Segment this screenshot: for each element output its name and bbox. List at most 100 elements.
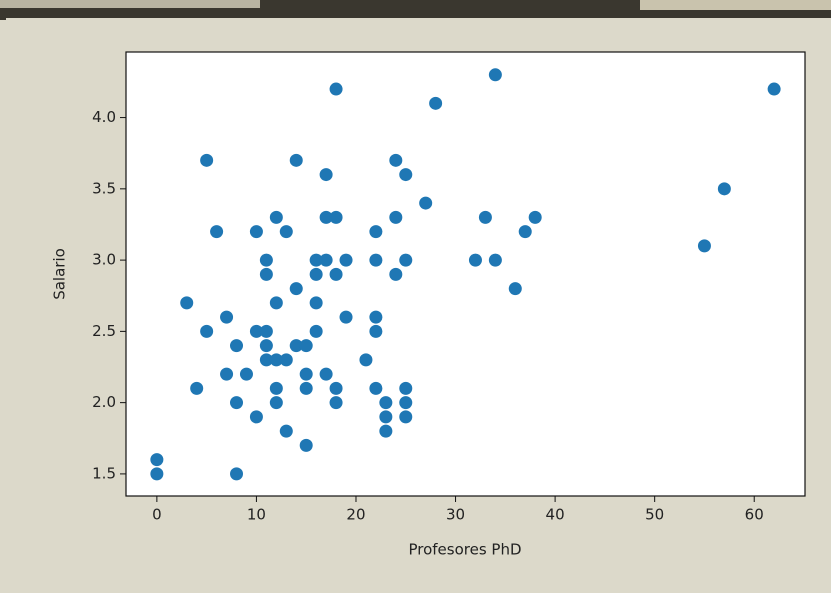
point bbox=[259, 267, 273, 281]
x-tick-label: 10 bbox=[247, 506, 266, 524]
x-axis-label: Profesores PhD bbox=[408, 541, 521, 559]
y-tick-label: 2.5 bbox=[92, 322, 116, 340]
point bbox=[339, 253, 353, 267]
point bbox=[230, 396, 244, 410]
point bbox=[259, 339, 273, 353]
y-tick-label: 4.0 bbox=[92, 108, 116, 126]
point bbox=[389, 153, 403, 167]
point bbox=[399, 168, 413, 182]
point bbox=[697, 239, 711, 253]
point bbox=[329, 396, 343, 410]
point bbox=[389, 267, 403, 281]
point bbox=[319, 210, 333, 224]
point bbox=[279, 225, 293, 239]
point bbox=[269, 296, 283, 310]
point bbox=[468, 253, 482, 267]
point bbox=[389, 210, 403, 224]
point bbox=[309, 324, 323, 338]
point bbox=[269, 210, 283, 224]
point bbox=[309, 296, 323, 310]
point bbox=[329, 381, 343, 395]
point bbox=[220, 367, 234, 381]
point bbox=[399, 396, 413, 410]
point bbox=[518, 225, 532, 239]
point bbox=[150, 453, 164, 467]
point bbox=[289, 153, 303, 167]
x-tick-label: 40 bbox=[546, 506, 565, 524]
point bbox=[329, 267, 343, 281]
point bbox=[488, 68, 502, 82]
point bbox=[508, 282, 522, 296]
y-tick-label: 2.0 bbox=[92, 393, 116, 411]
point bbox=[150, 467, 164, 481]
point bbox=[269, 396, 283, 410]
x-tick-label: 0 bbox=[152, 506, 162, 524]
point bbox=[309, 253, 323, 267]
x-tick-label: 30 bbox=[446, 506, 465, 524]
point bbox=[478, 210, 492, 224]
point bbox=[488, 253, 502, 267]
x-tick-label: 60 bbox=[745, 506, 764, 524]
y-axis-label: Salario bbox=[51, 248, 69, 300]
point bbox=[279, 353, 293, 367]
point bbox=[359, 353, 373, 367]
point bbox=[259, 253, 273, 267]
point bbox=[249, 225, 263, 239]
point bbox=[319, 253, 333, 267]
point bbox=[289, 339, 303, 353]
y-tick-label: 1.5 bbox=[92, 464, 116, 482]
point bbox=[299, 381, 313, 395]
point bbox=[399, 253, 413, 267]
point bbox=[259, 324, 273, 338]
point bbox=[369, 310, 383, 324]
point bbox=[717, 182, 731, 196]
point bbox=[299, 367, 313, 381]
background-strip bbox=[640, 0, 831, 10]
point bbox=[279, 424, 293, 438]
point bbox=[190, 381, 204, 395]
point bbox=[269, 353, 283, 367]
point bbox=[239, 367, 253, 381]
point bbox=[767, 82, 781, 96]
point bbox=[399, 381, 413, 395]
point bbox=[379, 396, 393, 410]
point bbox=[429, 96, 443, 110]
point bbox=[379, 410, 393, 424]
point bbox=[319, 367, 333, 381]
point bbox=[230, 467, 244, 481]
point bbox=[230, 339, 244, 353]
point bbox=[269, 381, 283, 395]
point bbox=[369, 381, 383, 395]
point bbox=[299, 438, 313, 452]
plot-area bbox=[125, 51, 806, 497]
point bbox=[329, 210, 343, 224]
y-tick-label: 3.5 bbox=[92, 179, 116, 197]
point bbox=[210, 225, 224, 239]
point bbox=[329, 82, 343, 96]
point bbox=[339, 310, 353, 324]
point bbox=[249, 324, 263, 338]
point bbox=[180, 296, 194, 310]
point bbox=[309, 267, 323, 281]
point bbox=[200, 324, 214, 338]
point bbox=[369, 324, 383, 338]
point bbox=[379, 424, 393, 438]
point bbox=[220, 310, 234, 324]
point bbox=[319, 168, 333, 182]
point bbox=[259, 353, 273, 367]
point bbox=[369, 253, 383, 267]
point bbox=[369, 225, 383, 239]
point bbox=[528, 210, 542, 224]
point bbox=[289, 282, 303, 296]
x-tick-label: 50 bbox=[645, 506, 664, 524]
point bbox=[249, 410, 263, 424]
point bbox=[299, 339, 313, 353]
y-tick-label: 3.0 bbox=[92, 251, 116, 269]
x-tick-label: 20 bbox=[346, 506, 365, 524]
point bbox=[399, 410, 413, 424]
background-strip bbox=[0, 0, 260, 8]
point bbox=[200, 153, 214, 167]
point bbox=[419, 196, 433, 210]
